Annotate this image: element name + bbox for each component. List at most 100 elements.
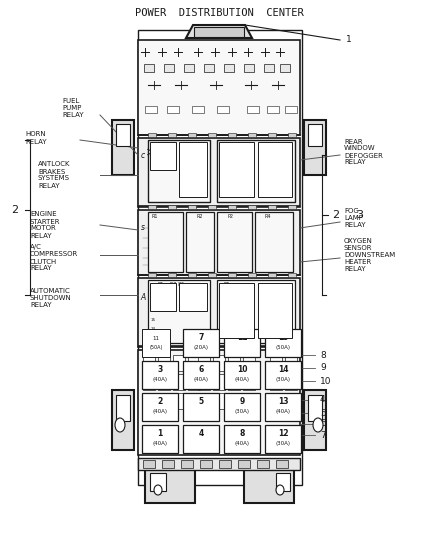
Bar [148,212,183,272]
Bar [208,205,216,209]
Bar [224,64,234,72]
Text: 9: 9 [320,364,326,373]
Bar [198,393,210,409]
Bar [228,393,240,409]
Bar [192,106,204,113]
Text: (40A): (40A) [234,441,250,447]
Text: 5: 5 [198,398,204,407]
Text: (40A): (40A) [152,409,167,415]
Text: ENGINE
STARTER
MOTOR
RELAY: ENGINE STARTER MOTOR RELAY [30,212,60,238]
Text: REAR
WINDOW
DEFOGGER
RELAY: REAR WINDOW DEFOGGER RELAY [344,139,383,166]
Text: FOG
LAMP
RELAY: FOG LAMP RELAY [344,208,366,228]
Bar [304,120,326,175]
Bar [198,374,210,390]
Bar [265,425,301,453]
Bar [198,355,210,371]
Bar [204,64,214,72]
Text: FUEL
PUMP
RELAY: FUEL PUMP RELAY [62,98,84,118]
Bar [183,329,219,357]
Bar [270,355,282,371]
Bar [183,361,219,389]
Bar [224,425,260,453]
Text: 6: 6 [198,366,204,375]
Bar [285,374,297,390]
Text: (30A): (30A) [276,441,290,447]
Bar [179,142,207,197]
Text: R4: R4 [265,214,271,219]
Text: 11: 11 [152,335,159,341]
Bar [265,361,301,389]
Ellipse shape [154,485,162,495]
Bar [188,205,196,209]
Bar [133,25,307,490]
Text: 10: 10 [237,366,247,375]
Bar [217,140,295,202]
Bar [228,133,236,137]
Polygon shape [186,25,252,38]
Bar [143,355,155,371]
Bar [224,329,260,357]
Ellipse shape [115,418,125,432]
Bar [142,329,170,357]
Bar [308,124,322,146]
Bar [144,64,154,72]
Bar [150,473,166,491]
Bar [200,460,212,468]
Text: 2: 2 [332,210,339,220]
Text: 3: 3 [157,366,162,375]
Bar [142,425,178,453]
Bar [276,473,290,491]
Text: P2: P2 [228,214,234,219]
Bar [238,460,250,468]
Bar [145,468,195,503]
Bar [217,106,229,113]
Bar [268,205,276,209]
Bar [138,350,300,455]
Bar [213,355,225,371]
Bar [304,390,326,450]
Bar [158,374,170,390]
Ellipse shape [313,418,323,432]
Text: R1: R1 [152,214,158,219]
Text: 11: 11 [237,334,247,343]
Bar [217,212,252,272]
Bar [288,273,296,277]
Bar [247,106,259,113]
Text: A: A [140,294,145,303]
Text: R5: R5 [224,282,230,287]
Bar [213,374,225,390]
Bar [188,133,196,137]
Bar [181,460,193,468]
Bar [183,393,219,421]
Ellipse shape [276,485,284,495]
Bar [248,133,256,137]
Text: (40A): (40A) [276,409,290,415]
Bar [173,393,185,409]
Bar [248,273,256,277]
Bar [270,393,282,409]
Bar [244,64,254,72]
Bar [179,283,207,311]
Text: (40A): (40A) [194,377,208,383]
Bar [258,142,292,197]
Bar [168,273,176,277]
Text: A/C
COMPRESSOR
CLUTCH
RELAY: A/C COMPRESSOR CLUTCH RELAY [30,245,78,271]
Text: ANTLOCK
BRAKES
SYSTEMS
RELAY: ANTLOCK BRAKES SYSTEMS RELAY [38,161,71,189]
Bar [145,106,157,113]
Bar [228,355,240,371]
Bar [158,393,170,409]
Bar [112,390,134,450]
Text: 3: 3 [357,210,364,220]
Text: 9: 9 [240,398,245,407]
Bar [228,374,240,390]
Bar [188,273,196,277]
Bar [188,393,200,409]
Text: 4: 4 [198,430,204,439]
Bar [138,30,302,485]
Bar [270,374,282,390]
Bar [150,142,176,170]
Bar [186,212,214,272]
Bar [258,283,292,338]
Text: 7: 7 [320,431,326,440]
Bar [308,395,322,421]
